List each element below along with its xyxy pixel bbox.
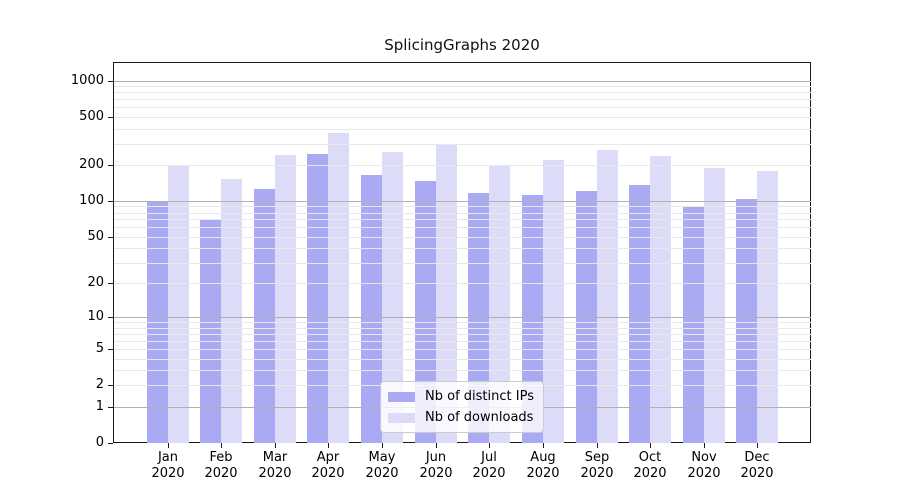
y-tick-mark: [108, 283, 113, 284]
legend-entry-distinct-ips: Nb of distinct IPs: [388, 386, 534, 407]
x-tick-label: May 2020: [365, 450, 399, 481]
x-tick-mark: [382, 443, 383, 448]
x-tick-mark: [757, 443, 758, 448]
x-tick-mark: [328, 443, 329, 448]
bar-distinct-ips-sep: [576, 191, 597, 443]
x-tick-label: Aug 2020: [526, 450, 560, 481]
y-tick-label: 1: [95, 399, 104, 414]
bar-distinct-ips-apr: [307, 154, 328, 443]
x-tick-mark: [489, 443, 490, 448]
y-tick-mark: [108, 317, 113, 318]
legend-label-downloads: Nb of downloads: [425, 410, 534, 425]
y-tick-mark: [108, 349, 113, 350]
x-tick-label: Sep 2020: [580, 450, 614, 481]
bar-distinct-ips-jan: [147, 201, 168, 443]
bar-distinct-ips-oct: [629, 185, 650, 443]
x-tick-mark: [543, 443, 544, 448]
bar-downloads-sep: [597, 150, 618, 443]
bar-downloads-dec: [757, 171, 778, 443]
x-tick-label: Feb 2020: [204, 450, 238, 481]
bar-downloads-nov: [704, 168, 725, 443]
bar-downloads-feb: [221, 179, 242, 443]
y-tick-label: 500: [79, 109, 104, 124]
bar-downloads-jan: [168, 166, 189, 443]
y-tick-label: 5: [95, 341, 104, 356]
x-tick-mark: [650, 443, 651, 448]
x-tick-label: Apr 2020: [311, 450, 345, 481]
x-tick-mark: [704, 443, 705, 448]
x-tick-label: Nov 2020: [687, 450, 721, 481]
legend-entry-downloads: Nb of downloads: [388, 407, 534, 428]
y-tick-mark: [108, 443, 113, 444]
bar-downloads-oct: [650, 156, 671, 443]
bar-distinct-ips-jul: [468, 193, 489, 443]
y-tick-mark: [108, 81, 113, 82]
legend-swatch-distinct-ips-icon: [388, 391, 416, 402]
plot-area: Nb of distinct IPs Nb of downloads: [113, 62, 811, 443]
bar-downloads-apr: [328, 133, 349, 443]
bar-distinct-ips-jun: [415, 181, 436, 443]
legend-swatch-downloads-icon: [388, 412, 416, 423]
y-tick-mark: [108, 407, 113, 408]
y-tick-label: 200: [79, 157, 104, 172]
x-tick-label: Jan 2020: [151, 450, 185, 481]
y-tick-label: 1000: [70, 73, 104, 88]
x-tick-label: Mar 2020: [258, 450, 292, 481]
x-tick-label: Dec 2020: [740, 450, 774, 481]
bar-downloads-jul: [489, 166, 510, 443]
y-tick-label: 50: [87, 229, 104, 244]
y-tick-mark: [108, 237, 113, 238]
bar-distinct-ips-feb: [200, 219, 221, 443]
bar-distinct-ips-mar: [254, 189, 275, 443]
chart-title: SplicingGraphs 2020: [384, 36, 540, 54]
bar-distinct-ips-may: [361, 175, 382, 443]
chart-legend: Nb of distinct IPs Nb of downloads: [380, 381, 544, 433]
x-tick-mark: [221, 443, 222, 448]
bar-distinct-ips-nov: [683, 206, 704, 443]
y-tick-mark: [108, 117, 113, 118]
x-tick-mark: [275, 443, 276, 448]
x-tick-mark: [597, 443, 598, 448]
x-tick-mark: [168, 443, 169, 448]
y-tick-label: 0: [95, 435, 104, 450]
y-tick-mark: [108, 201, 113, 202]
y-tick-mark: [108, 165, 113, 166]
y-tick-label: 100: [79, 193, 104, 208]
y-tick-label: 2: [95, 377, 104, 392]
x-tick-label: Oct 2020: [633, 450, 667, 481]
bar-downloads-aug: [543, 160, 564, 443]
y-tick-mark: [108, 385, 113, 386]
x-tick-label: Jul 2020: [472, 450, 506, 481]
y-tick-label: 10: [87, 309, 104, 324]
y-tick-label: 20: [87, 275, 104, 290]
legend-label-distinct-ips: Nb of distinct IPs: [425, 389, 534, 404]
bar-distinct-ips-dec: [736, 199, 757, 443]
x-tick-label: Jun 2020: [419, 450, 453, 481]
bar-downloads-mar: [275, 155, 296, 443]
x-tick-mark: [436, 443, 437, 448]
